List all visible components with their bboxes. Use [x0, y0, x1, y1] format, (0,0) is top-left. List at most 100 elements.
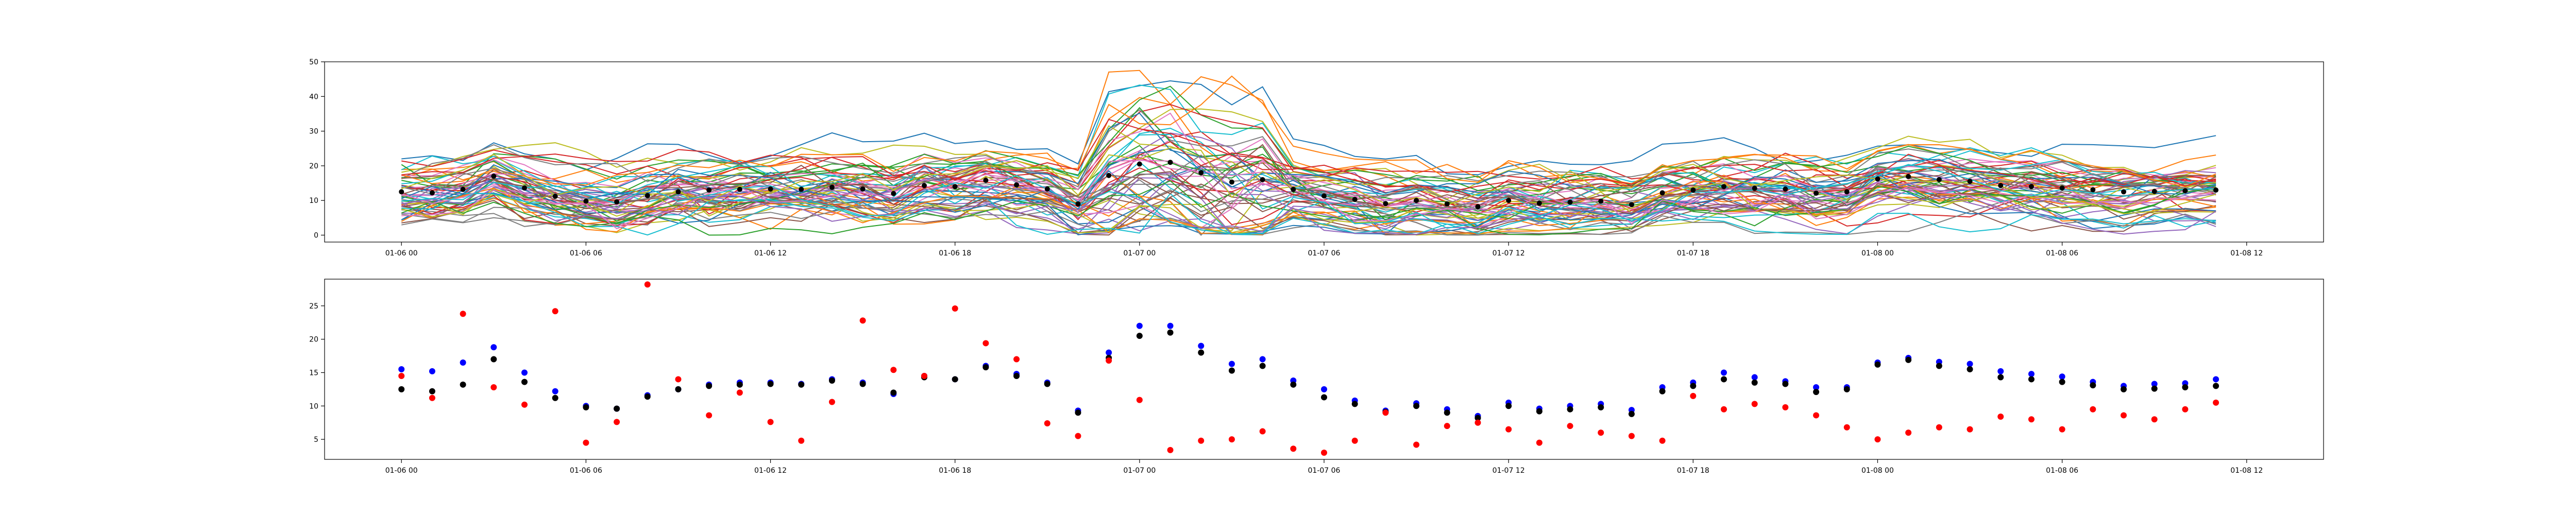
top-mean-marker — [1198, 170, 1204, 176]
bottom-scatter-point — [429, 388, 435, 394]
bottom-scatter-point — [952, 305, 958, 312]
bottom-scatter-point — [1044, 381, 1050, 387]
top-mean-marker — [1444, 201, 1450, 207]
bottom-scatter-point — [1690, 383, 1697, 389]
bottom-scatter-point — [1075, 433, 1081, 439]
top-y-tick-label: 0 — [314, 232, 318, 240]
top-mean-marker — [675, 189, 681, 195]
top-mean-marker — [2090, 187, 2096, 193]
bottom-scatter-point — [1598, 404, 1604, 410]
bottom-scatter-point — [1813, 389, 1820, 396]
bottom-scatter-point — [828, 399, 835, 405]
bottom-scatter-point — [952, 376, 958, 383]
bottom-scatter-point — [1228, 436, 1235, 443]
top-mean-marker — [1291, 186, 1296, 192]
bottom-scatter-point — [1813, 384, 1820, 390]
bottom-scatter-point — [890, 367, 897, 373]
bottom-scatter-point — [1351, 401, 1358, 407]
bottom-scatter-point — [2213, 383, 2219, 389]
bottom-scatter-point — [398, 372, 405, 379]
bottom-scatter-point — [460, 311, 466, 317]
bottom-scatter-point — [1444, 409, 1450, 416]
bottom-scatter-point — [2151, 385, 2158, 392]
bottom-scatter-point — [1967, 426, 1973, 433]
bottom-scatter-point — [1075, 409, 1081, 416]
bottom-scatter-point — [429, 368, 435, 374]
bottom-scatter-point — [1751, 379, 1758, 386]
top-mean-marker — [1598, 198, 1604, 204]
bottom-scatter-point — [1690, 392, 1697, 399]
bottom-scatter-point — [1228, 360, 1235, 367]
bottom-scatter-point — [2121, 412, 2127, 419]
bottom-scatter-point — [767, 419, 774, 425]
top-mean-marker — [2059, 185, 2065, 191]
top-y-tick-label: 30 — [309, 128, 318, 136]
top-series-line — [401, 169, 2216, 235]
top-mean-marker — [1075, 201, 1081, 207]
top-mean-marker — [2182, 188, 2188, 194]
bottom-scatter-points — [398, 281, 2219, 456]
top-mean-marker — [1260, 177, 1265, 182]
top-mean-marker — [891, 191, 896, 196]
top-mean-marker — [2213, 187, 2219, 193]
bottom-scatter-point — [1167, 322, 1174, 329]
bottom-scatter-point — [1198, 437, 1205, 444]
bottom-scatter-point — [859, 317, 866, 324]
top-mean-marker — [1137, 161, 1142, 167]
top-mean-marker — [429, 190, 435, 196]
top-mean-marker — [1844, 189, 1850, 195]
bottom-scatter-point — [1751, 374, 1758, 381]
bottom-x-tick-label: 01-07 18 — [1677, 467, 1709, 475]
bottom-scatter-point — [1167, 329, 1174, 336]
bottom-scatter-point — [583, 439, 589, 446]
bottom-scatter-point — [1967, 360, 1973, 367]
bottom-x-tick-label: 01-06 12 — [754, 467, 787, 475]
bottom-scatter-point — [2028, 416, 2035, 423]
top-mean-marker — [1783, 186, 1788, 192]
bottom-scatter-point — [1136, 397, 1143, 403]
bottom-scatter-point — [1874, 436, 1881, 443]
top-series-line — [401, 167, 2216, 227]
bottom-scatter-point — [1874, 361, 1881, 368]
bottom-scatter-point — [1444, 423, 1450, 430]
top-mean-marker — [1414, 198, 1419, 203]
bottom-scatter-point — [1598, 430, 1604, 436]
bottom-scatter-point — [1843, 386, 1850, 392]
top-mean-marker — [1659, 190, 1665, 196]
bottom-scatter-point — [2151, 416, 2158, 423]
bottom-x-axis: 01-06 00 01-06 06 01-06 12 01-06 18 01-07 00… — [385, 459, 2263, 475]
bottom-scatter-point — [1721, 376, 1727, 383]
bottom-scatter-point — [2059, 379, 2065, 385]
bottom-scatter-point — [398, 366, 405, 372]
bottom-scatter-point — [1997, 368, 2004, 374]
top-series-line — [401, 193, 2216, 236]
bottom-x-tick-label: 01-07 12 — [1493, 467, 1525, 475]
top-y-tick-label: 50 — [309, 58, 318, 66]
top-mean-marker — [1352, 197, 1358, 202]
top-mean-marker — [1014, 182, 1020, 187]
bottom-scatter-point — [460, 381, 466, 388]
top-series-line — [401, 158, 2216, 216]
top-mean-marker — [552, 194, 558, 199]
top-mean-marker — [399, 189, 404, 195]
top-series-line — [401, 147, 2216, 215]
bottom-scatter-point — [1167, 447, 1174, 453]
bottom-scatter-point — [1751, 401, 1758, 407]
bottom-scatter-point — [1721, 406, 1727, 413]
bottom-scatter-point — [1259, 356, 1266, 363]
top-series-lines — [401, 70, 2216, 236]
bottom-scatter-point — [736, 389, 743, 396]
top-mean-marker — [1044, 186, 1050, 192]
bottom-scatter-point — [1413, 403, 1420, 409]
bottom-scatter-point — [398, 386, 405, 392]
bottom-x-tick-label: 01-06 06 — [570, 467, 602, 475]
bottom-scatter-point — [2182, 406, 2189, 413]
bottom-scatter-point — [1936, 363, 1942, 369]
bottom-scatter-point — [1782, 381, 1789, 387]
bottom-scatter-point — [1567, 406, 1573, 413]
bottom-scatter-point — [1382, 409, 1389, 416]
bottom-scatter-point — [828, 377, 835, 384]
top-mean-marker — [922, 183, 927, 188]
top-mean-marker — [1475, 204, 1481, 210]
